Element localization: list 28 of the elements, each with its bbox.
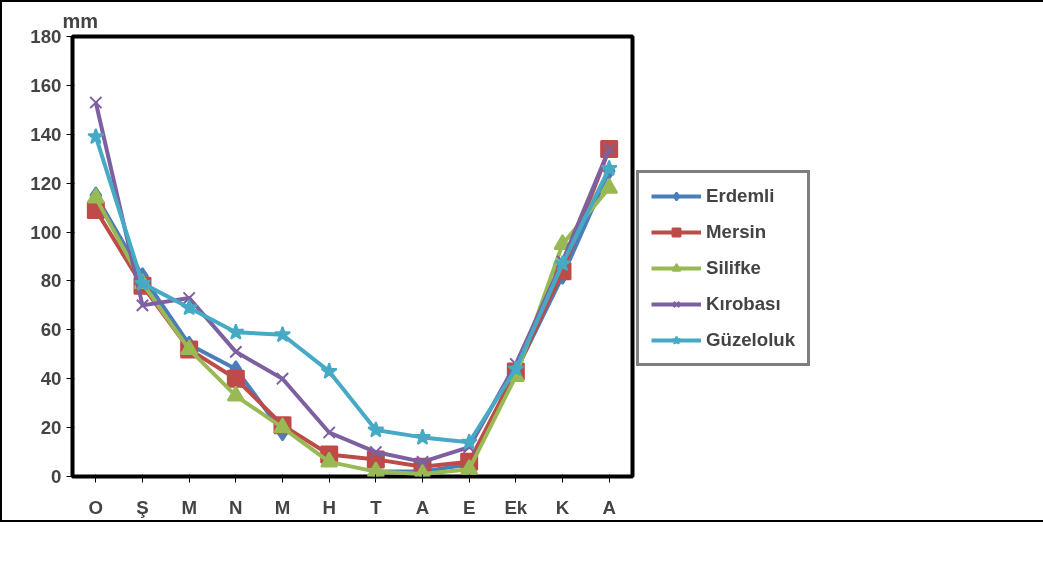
x-tick-label: M: [274, 496, 291, 518]
x-tick-label: T: [370, 496, 383, 518]
x-tick-label: N: [229, 496, 243, 518]
legend-label: Güzeloluk: [706, 329, 796, 351]
legend-label: Mersin: [706, 221, 767, 243]
legend-label: Erdemli: [706, 185, 775, 207]
x-tick-label: O: [88, 496, 104, 518]
x-tick-label: Ş: [136, 496, 149, 518]
y-tick-label: 180: [30, 26, 62, 47]
legend-label: Silifke: [706, 257, 761, 279]
y-tick-label: 80: [40, 270, 62, 292]
x-tick-label: M: [181, 496, 197, 518]
y-tick-label: 160: [30, 74, 62, 96]
y-tick-label: 20: [40, 417, 62, 439]
legend-label: Kırobası: [706, 293, 781, 315]
x-tick-label: H: [322, 496, 336, 518]
x-tick-label: K: [555, 496, 570, 518]
y-tick-label: 0: [51, 466, 62, 487]
y-tick-label: 40: [40, 368, 62, 390]
y-tick-label: 100: [30, 221, 62, 243]
x-tick-label: A: [415, 496, 430, 518]
y-tick-label: 120: [30, 172, 62, 194]
y-axis-title: mm: [62, 9, 99, 32]
x-tick-label: E: [462, 496, 476, 518]
y-tick-label: 60: [40, 319, 62, 341]
x-tick-label: Ek: [504, 496, 528, 518]
x-tick-label: A: [602, 496, 616, 518]
y-tick-label: 140: [30, 123, 62, 145]
